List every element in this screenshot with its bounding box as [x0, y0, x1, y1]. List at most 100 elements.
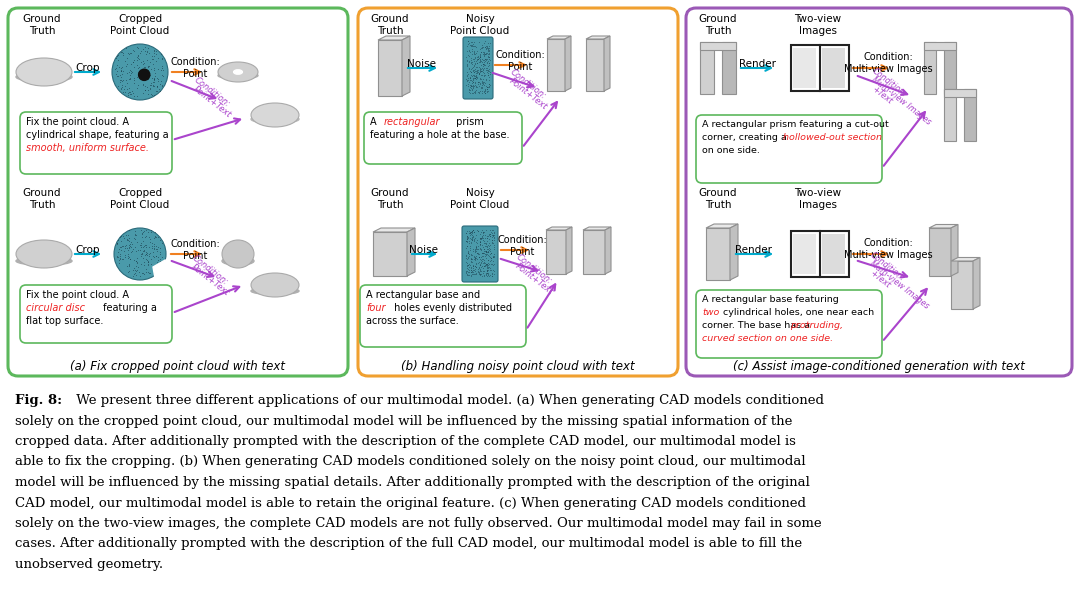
FancyBboxPatch shape [21, 285, 172, 343]
Text: Render: Render [739, 59, 775, 69]
Text: Condition:: Condition: [190, 253, 229, 287]
FancyBboxPatch shape [822, 234, 845, 274]
Text: Ground
Truth: Ground Truth [23, 14, 62, 36]
Polygon shape [951, 224, 958, 276]
FancyBboxPatch shape [793, 234, 816, 274]
Polygon shape [605, 227, 611, 274]
Ellipse shape [233, 69, 242, 74]
Text: prism: prism [453, 117, 484, 127]
FancyBboxPatch shape [546, 230, 566, 274]
Text: Point+Text: Point+Text [514, 261, 555, 296]
Text: +Text: +Text [870, 84, 894, 106]
Text: featuring a hole at the base.: featuring a hole at the base. [370, 130, 510, 140]
FancyBboxPatch shape [686, 8, 1072, 376]
Polygon shape [951, 258, 980, 261]
Text: circular disc: circular disc [26, 303, 85, 313]
Text: We present three different applications of our multimodal model. (a) When genera: We present three different applications … [72, 394, 824, 407]
Text: smooth, uniform surface.: smooth, uniform surface. [26, 143, 149, 153]
Text: across the surface.: across the surface. [366, 316, 459, 326]
Text: Ground
Truth: Ground Truth [699, 188, 738, 210]
FancyBboxPatch shape [944, 42, 956, 94]
Polygon shape [546, 227, 572, 230]
Text: protruding,: protruding, [789, 321, 843, 330]
Ellipse shape [112, 44, 168, 100]
FancyBboxPatch shape [944, 89, 956, 141]
Text: cylindrical shape, featuring a: cylindrical shape, featuring a [26, 130, 168, 140]
Ellipse shape [222, 240, 254, 268]
Text: Two-view
Images: Two-view Images [795, 188, 841, 210]
Text: rectangular: rectangular [384, 117, 441, 127]
FancyBboxPatch shape [360, 285, 526, 347]
Polygon shape [604, 36, 610, 91]
Polygon shape [407, 228, 415, 276]
Text: Condition:
Point: Condition: Point [497, 235, 546, 256]
Text: Condition:
Point: Condition: Point [171, 239, 220, 261]
Ellipse shape [16, 72, 72, 82]
Text: flat top surface.: flat top surface. [26, 316, 104, 326]
Text: A rectangular base and: A rectangular base and [366, 290, 483, 300]
FancyBboxPatch shape [462, 226, 498, 282]
Ellipse shape [16, 240, 72, 268]
FancyBboxPatch shape [924, 42, 936, 94]
Text: Two-view
Images: Two-view Images [795, 14, 841, 36]
Text: Cropped
Point Cloud: Cropped Point Cloud [110, 188, 170, 210]
FancyBboxPatch shape [8, 8, 348, 376]
Polygon shape [566, 227, 572, 274]
Text: hollowed-out section: hollowed-out section [783, 133, 882, 142]
Polygon shape [706, 224, 738, 228]
Text: cylindrical holes, one near each: cylindrical holes, one near each [720, 308, 874, 317]
Text: corner. The base has a: corner. The base has a [702, 321, 813, 330]
Text: A rectangular base featuring: A rectangular base featuring [702, 295, 841, 304]
Text: cases. After additionally prompted with the description of the full CAD model, o: cases. After additionally prompted with … [15, 538, 802, 550]
Text: Point+Text: Point+Text [508, 76, 550, 111]
FancyBboxPatch shape [378, 40, 402, 96]
FancyBboxPatch shape [700, 42, 714, 94]
FancyBboxPatch shape [463, 37, 492, 99]
Polygon shape [929, 224, 958, 228]
Polygon shape [586, 36, 610, 39]
Text: solely on the two-view images, the complete CAD models are not fully observed. O: solely on the two-view images, the compl… [15, 517, 822, 530]
Text: Crop: Crop [76, 245, 100, 255]
FancyBboxPatch shape [364, 112, 522, 164]
FancyBboxPatch shape [723, 42, 735, 94]
Text: A: A [370, 117, 380, 127]
Wedge shape [153, 260, 167, 281]
Ellipse shape [114, 228, 166, 280]
FancyBboxPatch shape [929, 228, 951, 276]
FancyBboxPatch shape [696, 115, 882, 183]
Text: two: two [702, 308, 719, 317]
Text: featuring a: featuring a [100, 303, 157, 313]
Text: Noise: Noise [409, 245, 438, 255]
Polygon shape [730, 224, 738, 280]
Ellipse shape [222, 257, 254, 265]
Ellipse shape [251, 273, 299, 297]
Text: Condition:: Condition: [870, 66, 908, 98]
Text: Cropped
Point Cloud: Cropped Point Cloud [110, 14, 170, 36]
FancyBboxPatch shape [951, 261, 973, 309]
Text: Condition:
Point: Condition: Point [171, 57, 220, 79]
Ellipse shape [251, 115, 299, 124]
Text: Condition:: Condition: [192, 75, 231, 108]
Text: holes evenly distributed: holes evenly distributed [391, 303, 512, 313]
Ellipse shape [251, 103, 299, 127]
Text: cropped data. After additionally prompted with the description of the complete C: cropped data. After additionally prompte… [15, 435, 796, 448]
Text: Condition:: Condition: [508, 67, 548, 100]
Ellipse shape [16, 257, 72, 265]
FancyBboxPatch shape [822, 48, 845, 88]
FancyBboxPatch shape [373, 232, 407, 276]
Text: (a) Fix cropped point cloud with text: (a) Fix cropped point cloud with text [69, 360, 284, 373]
Polygon shape [973, 258, 980, 309]
Polygon shape [565, 36, 571, 91]
FancyBboxPatch shape [696, 290, 882, 358]
Text: Noise: Noise [407, 59, 436, 69]
Text: Fix the point cloud. A: Fix the point cloud. A [26, 117, 129, 127]
Polygon shape [402, 36, 410, 96]
FancyBboxPatch shape [586, 39, 604, 91]
Text: unobserved geometry.: unobserved geometry. [15, 558, 163, 571]
Text: solely on the cropped point cloud, our multimodal model will be influenced by th: solely on the cropped point cloud, our m… [15, 415, 793, 427]
Text: Condition:: Condition: [514, 252, 553, 285]
FancyBboxPatch shape [700, 42, 735, 50]
Text: A rectangular prism featuring a cut-out: A rectangular prism featuring a cut-out [702, 120, 889, 129]
Text: curved section on one side.: curved section on one side. [702, 334, 833, 343]
FancyBboxPatch shape [546, 39, 565, 91]
